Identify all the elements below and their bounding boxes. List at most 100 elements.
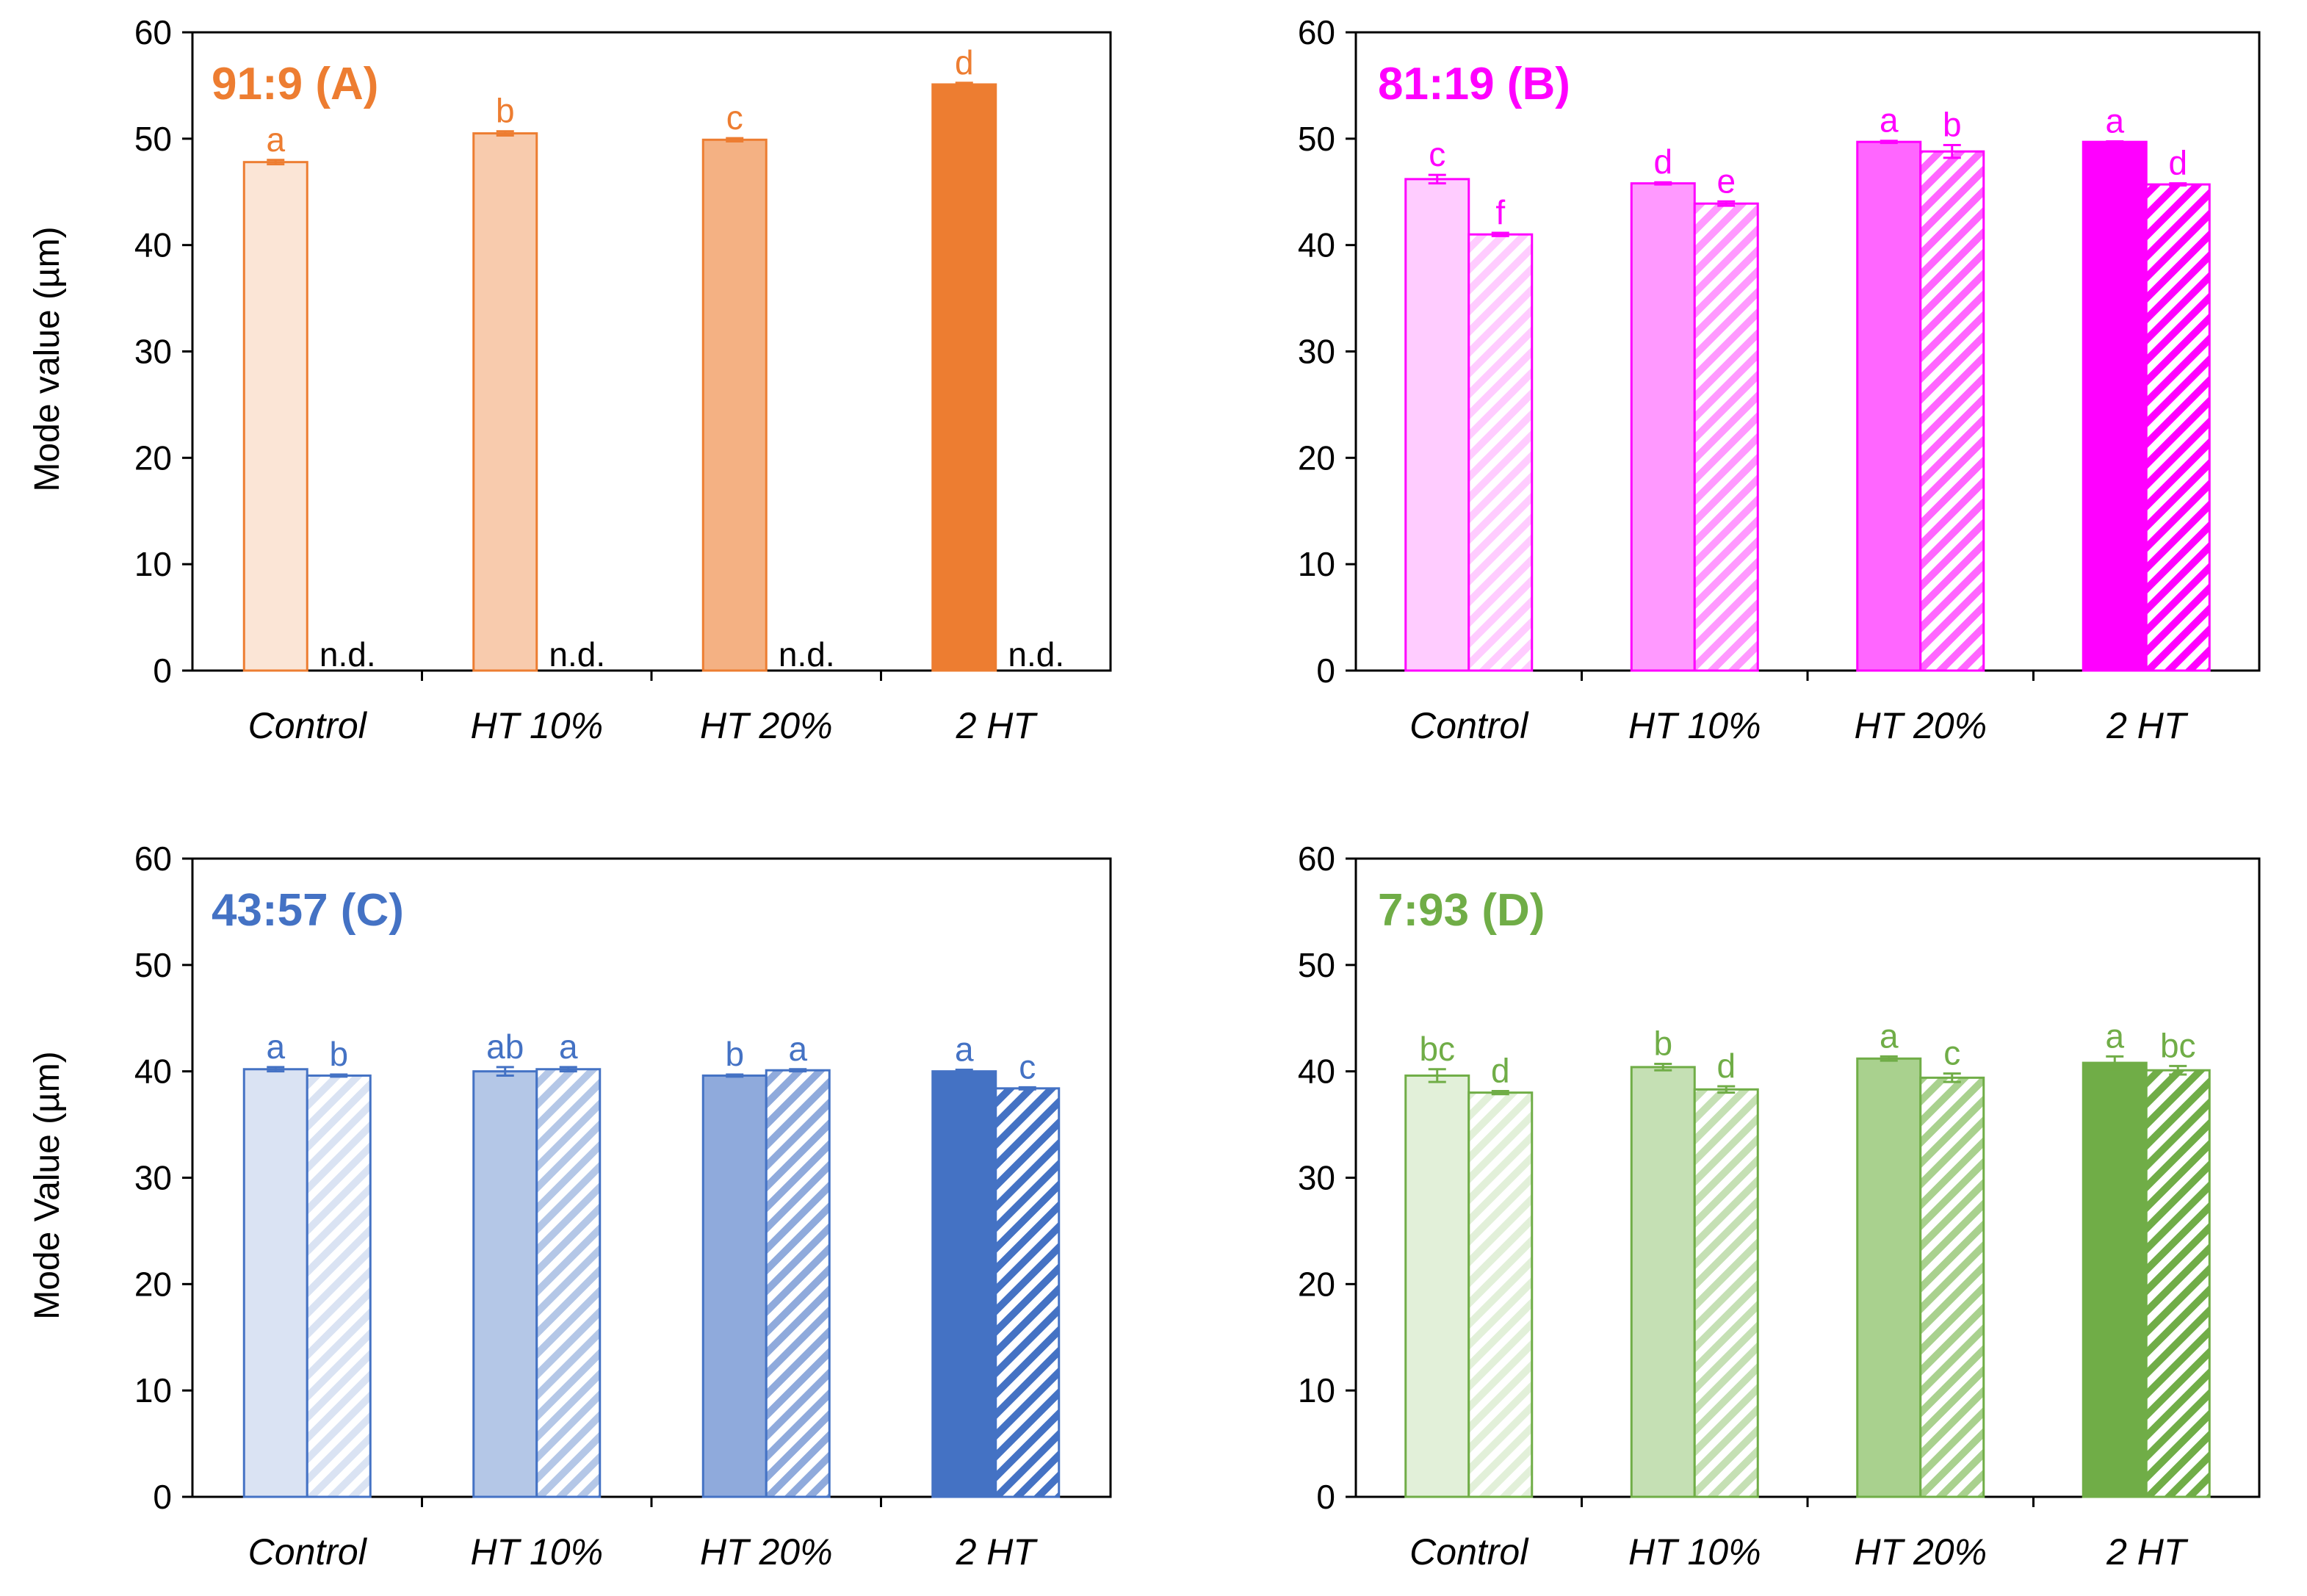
y-tick-label: 10: [134, 1371, 172, 1409]
y-tick-label: 60: [1298, 839, 1335, 878]
bar-solid: [242, 161, 308, 672]
data-label: b: [1653, 1025, 1672, 1063]
y-tick-label: 0: [153, 1478, 172, 1516]
data-label: a: [2105, 101, 2124, 140]
data-label: ab: [486, 1028, 524, 1066]
y-tick-label: 0: [1316, 1478, 1335, 1516]
data-label: a: [2105, 1017, 2124, 1055]
data-label: a: [788, 1030, 807, 1068]
y-tick-label: 0: [153, 651, 172, 690]
y-tick-label: 40: [134, 226, 172, 264]
bar-solid: [2082, 140, 2148, 672]
y-tick-label: 20: [1298, 438, 1335, 477]
bar-solid: [472, 132, 538, 672]
data-label: d: [1491, 1051, 1510, 1089]
x-tick-label: Control: [1409, 1531, 1529, 1572]
x-tick-label: Control: [1409, 705, 1529, 746]
bar-solid: [1630, 182, 1696, 672]
bar-solid: [2082, 1061, 2148, 1498]
bar-hatched: [1693, 1088, 1759, 1498]
panel-title: 91:9 (A): [212, 59, 378, 109]
y-tick-label: 30: [1298, 333, 1335, 371]
x-tick-label: Control: [248, 1531, 368, 1572]
bar-hatched: [765, 1069, 831, 1498]
data-label: a: [266, 120, 285, 159]
bar-solid: [1856, 140, 1922, 672]
bar-solid: [1404, 1074, 1470, 1498]
x-tick-label: 2 HT: [2106, 1531, 2189, 1572]
data-label: n.d.: [779, 635, 835, 674]
bar-hatched: [1693, 202, 1759, 672]
bar-hatched: [1919, 1076, 1985, 1498]
y-tick-label: 40: [1298, 226, 1335, 264]
data-label: c: [1943, 1034, 1960, 1072]
data-label: b: [1943, 106, 1962, 144]
bar-solid: [242, 1068, 308, 1498]
y-tick-label: 40: [1298, 1052, 1335, 1091]
bar-solid: [931, 1070, 997, 1498]
bar-hatched: [1467, 1091, 1534, 1498]
panel-title: 81:19 (B): [1378, 59, 1570, 109]
y-tick-label: 50: [134, 946, 172, 984]
y-tick-label: 20: [1298, 1265, 1335, 1303]
panel-b: 81:19 (B) 0 10 20 30 40 50 60 c f Control d e HT 10%…: [1298, 13, 2261, 746]
y-tick-label: 50: [134, 120, 172, 158]
bar-hatched: [306, 1074, 372, 1498]
data-label: c: [1429, 135, 1445, 173]
y-tick-label: 10: [1298, 545, 1335, 583]
bar-solid: [1404, 178, 1470, 672]
y-axis-label: Mode Value (µm): [28, 1051, 67, 1320]
bar-hatched: [994, 1087, 1061, 1498]
y-tick-label: 0: [1316, 651, 1335, 690]
data-label: d: [955, 43, 974, 82]
panel-a: Mode value (µm) 91:9 (A) 0 10 20 30 40 50 60 a n…: [28, 13, 1112, 746]
bar-solid: [701, 1074, 768, 1498]
y-tick-label: 20: [134, 1265, 172, 1303]
y-tick-label: 30: [1298, 1159, 1335, 1197]
y-tick-label: 60: [134, 839, 172, 878]
x-tick-label: HT 10%: [1628, 1531, 1761, 1572]
y-tick-label: 30: [134, 333, 172, 371]
x-tick-label: HT 10%: [1628, 705, 1761, 746]
data-label: b: [329, 1035, 348, 1073]
data-label: e: [1716, 162, 1736, 200]
y-tick-label: 30: [134, 1159, 172, 1197]
bar-solid: [1856, 1057, 1922, 1498]
data-label: n.d.: [1008, 635, 1064, 674]
data-label: f: [1495, 193, 1505, 231]
data-label: n.d.: [319, 635, 376, 674]
x-tick-label: 2 HT: [956, 705, 1039, 746]
bar-hatched: [1467, 233, 1534, 672]
data-label: a: [1880, 1017, 1899, 1055]
data-label: bc: [1419, 1030, 1455, 1068]
y-tick-label: 50: [1298, 946, 1335, 984]
bar-hatched: [2145, 183, 2211, 672]
data-label: a: [955, 1030, 974, 1068]
panel-title: 7:93 (D): [1378, 885, 1545, 936]
x-tick-label: HT 20%: [1854, 705, 1987, 746]
y-tick-label: 60: [134, 13, 172, 51]
panel-title: 43:57 (C): [212, 885, 404, 936]
data-label: c: [726, 98, 743, 137]
data-label: d: [1653, 142, 1672, 181]
y-tick-label: 10: [134, 545, 172, 583]
y-tick-label: 60: [1298, 13, 1335, 51]
bar-hatched: [1919, 150, 1985, 672]
data-label: a: [559, 1028, 578, 1066]
x-tick-label: HT 20%: [700, 1531, 833, 1572]
panel-c: Mode Value (µm) 43:57 (C) 0 10 20 30 40 50 60 a…: [28, 839, 1112, 1572]
data-label: d: [1716, 1047, 1736, 1085]
data-label: b: [725, 1035, 744, 1073]
y-tick-label: 50: [1298, 120, 1335, 158]
x-tick-label: 2 HT: [956, 1531, 1039, 1572]
y-axis-label: Mode value (µm): [28, 226, 67, 491]
data-label: d: [2168, 144, 2187, 182]
y-tick-label: 40: [134, 1052, 172, 1091]
y-tick-label: 10: [1298, 1371, 1335, 1409]
data-label: a: [1880, 101, 1899, 140]
data-label: n.d.: [549, 635, 605, 674]
bar-hatched: [2145, 1069, 2211, 1498]
x-tick-label: HT 20%: [700, 705, 833, 746]
x-tick-label: HT 10%: [470, 1531, 603, 1572]
